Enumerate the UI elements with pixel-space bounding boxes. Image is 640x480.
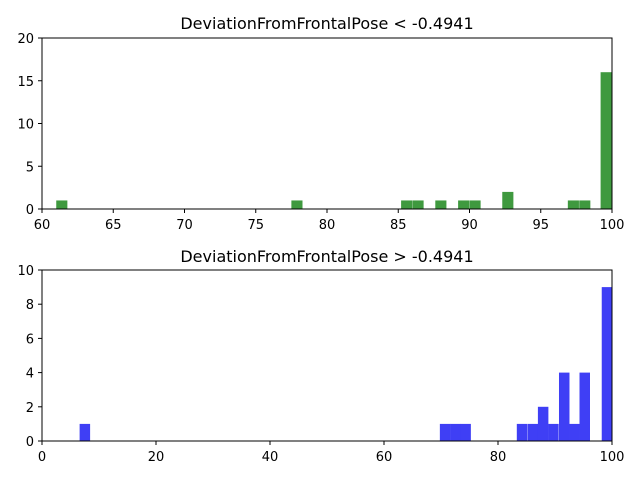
chart-2-x-tick-label: 60 [376,450,393,465]
chart-2-bar [450,423,461,441]
chart-2-bar [460,423,471,441]
chart-2-y-tick-label: 6 [26,332,34,347]
chart-2-y-tick-label: 0 [26,435,34,450]
chart-1-x-tick-label: 85 [390,218,407,233]
chart-2-bar [79,423,91,441]
chart-1-x-tick-label: 75 [247,218,264,233]
chart-1-bar [401,200,413,209]
chart-1-x-tick-label: 60 [34,218,51,233]
chart-2-y-tick-label: 8 [26,298,34,313]
chart-2-bar [527,423,539,441]
chart-1-x-tick-label: 65 [105,218,122,233]
chart-2-x-tick-label: 80 [490,450,507,465]
chart-1-y-tick-label: 10 [17,118,34,133]
chart-2-y-tick-label: 10 [17,264,34,279]
chart-1-bar [469,200,481,209]
chart-1-x-tick-label: 100 [600,218,625,233]
chart-1-y-tick-label: 20 [17,32,34,47]
chart-2-bar [601,287,613,441]
chart-1-bar [435,200,447,209]
chart-1-x-tick-label: 95 [532,218,549,233]
chart-1-bar [600,72,612,209]
chart-1-y-tick-label: 5 [26,160,34,175]
chart-2-bar [439,423,451,441]
chart-1-bar [412,200,424,209]
chart-2-bar [548,423,559,441]
chart-1-bar [502,191,514,209]
chart-2-bar [537,406,549,441]
chart-2-x-tick-label: 0 [38,450,46,465]
chart-2-y-tick-label: 2 [26,401,34,416]
chart-1-x-tick-label: 80 [319,218,336,233]
chart-1-bar [56,200,68,209]
chart-2-bar [579,372,590,441]
chart-2-x-tick-label: 40 [262,450,279,465]
chart-1-bar [579,200,591,209]
chart-2-axes-frame [41,269,613,442]
chart-2-bar [569,423,580,441]
chart-1-bar [291,200,303,209]
chart-1-bar [567,200,579,209]
chart-1-x-tick-label: 70 [176,218,193,233]
chart-2-bar [558,372,570,441]
chart-1-y-tick-label: 0 [26,203,34,218]
chart-1-y-tick-label: 15 [17,75,34,90]
chart-2-x-tick-label: 100 [600,450,625,465]
chart-1-x-tick-label: 90 [461,218,478,233]
chart-2-bar [516,423,528,441]
chart-2-y-tick-label: 4 [26,367,34,382]
chart-1-title: DeviationFromFrontalPose < -0.4941 [180,14,473,33]
chart-1-bar [458,200,470,209]
chart-2-title: DeviationFromFrontalPose > -0.4941 [180,247,473,266]
chart-2-x-tick-label: 20 [148,450,165,465]
